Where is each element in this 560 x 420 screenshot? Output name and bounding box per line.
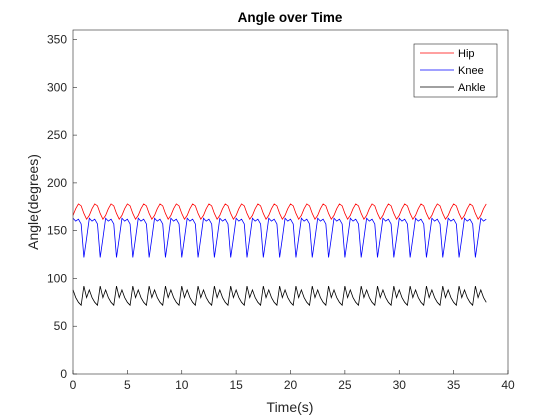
series-line	[72, 217, 487, 258]
x-tick-label: 25	[338, 378, 352, 392]
y-tick-label: 200	[47, 176, 67, 190]
x-axis-label: Time(s)	[267, 399, 314, 415]
y-tick-label: 350	[47, 33, 67, 47]
y-tick-label: 300	[47, 80, 67, 94]
y-tick-label: 250	[47, 128, 67, 142]
x-tick-label: 10	[175, 378, 189, 392]
axes-box	[72, 29, 509, 375]
x-tick-label: 20	[284, 378, 298, 392]
y-tick-label: 50	[54, 319, 68, 333]
series-line	[72, 203, 487, 220]
chart-title: Angle over Time	[238, 10, 343, 25]
y-axis-label: Angle(degrees)	[25, 154, 41, 250]
x-tick-label: 35	[447, 378, 461, 392]
legend-label: Knee	[458, 65, 484, 77]
y-tick-label: 150	[47, 224, 67, 238]
x-tick-label: 30	[393, 378, 407, 392]
series-line	[72, 285, 487, 307]
legend-label: Hip	[458, 48, 475, 60]
x-tick-label: 40	[501, 378, 515, 392]
legend-label: Ankle	[458, 82, 486, 94]
y-tick-label: 0	[60, 367, 67, 381]
x-tick-label: 0	[70, 378, 77, 392]
x-tick-label: 15	[229, 378, 243, 392]
x-tick-label: 5	[124, 378, 131, 392]
y-tick-label: 100	[47, 271, 67, 285]
